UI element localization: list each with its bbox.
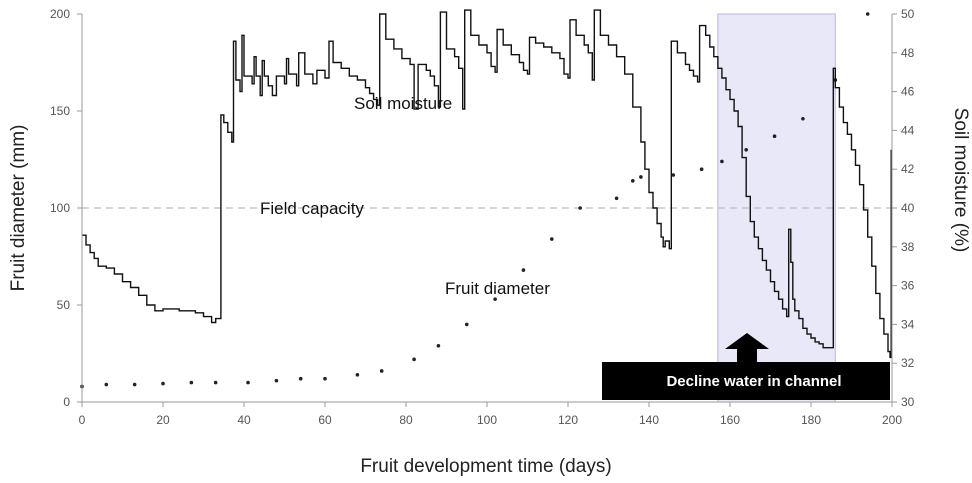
fruit-diameter-point	[161, 381, 165, 386]
x-tick-label: 0	[79, 413, 86, 427]
x-axis-title: Fruit development time (days)	[360, 456, 611, 477]
x-tick-label: 160	[720, 413, 740, 427]
y-right-tick-label: 40	[901, 201, 915, 215]
fruit-diameter-point	[550, 237, 554, 241]
y-right-tick-label: 32	[901, 356, 915, 370]
x-tick-label: 180	[801, 413, 821, 427]
y-right-tick-label: 34	[901, 317, 915, 331]
fruit-diameter-point	[355, 373, 360, 377]
x-tick-label: 80	[399, 413, 413, 427]
fruit-diameter-point	[412, 357, 416, 362]
fruit-diameter-label: Fruit diameter	[445, 279, 550, 298]
y-left-tick-label: 150	[50, 104, 70, 118]
fruit-diameter-point	[246, 380, 250, 385]
callout-box	[602, 362, 890, 400]
y-right-tick-label: 42	[901, 162, 915, 176]
y-right-tick-label: 30	[901, 395, 915, 409]
fruit-diameter-point	[132, 382, 137, 387]
y-left-tick-label: 0	[63, 395, 70, 409]
field-capacity-label: Field capacity	[260, 199, 364, 218]
fruit-diameter-point	[274, 378, 279, 383]
fruit-diameter-point	[744, 148, 748, 152]
callout-text: Decline water in channel	[666, 373, 841, 390]
x-tick-label: 40	[237, 413, 251, 427]
fruit-diameter-point	[720, 159, 724, 164]
fruit-diameter-point	[213, 380, 218, 385]
fruit-diameter-point	[464, 322, 469, 327]
fruit-diameter-point	[865, 12, 870, 16]
fruit-diameter-point	[493, 297, 497, 301]
callout-arrow	[725, 333, 769, 362]
y-right-tick-label: 44	[901, 123, 915, 137]
fruit-diameter-point	[521, 268, 526, 272]
fruit-diameter-point	[639, 175, 643, 179]
fruit-diameter-point	[801, 116, 805, 121]
y-left-tick-label: 50	[57, 298, 71, 312]
fruit-diameter-point	[772, 134, 777, 139]
x-tick-label: 120	[558, 413, 578, 427]
x-tick-label: 20	[156, 413, 170, 427]
y-right-tick-label: 36	[901, 279, 915, 293]
fruit-diameter-point	[323, 376, 327, 381]
soil-moisture-label: Soil moisture	[354, 94, 452, 113]
fruit-diameter-point	[614, 196, 619, 201]
x-tick-label: 200	[882, 413, 902, 427]
y-right-tick-label: 50	[901, 7, 915, 21]
y-right-tick-label: 46	[901, 85, 915, 99]
y-right-tick-label: 48	[901, 46, 915, 60]
x-tick-label: 100	[477, 413, 497, 427]
fruit-diameter-point	[298, 376, 303, 381]
x-tick-label: 140	[639, 413, 659, 427]
fruit-diameter-point	[436, 343, 441, 348]
y-right-tick-label: 38	[901, 240, 915, 254]
fruit-diameter-point	[189, 380, 194, 385]
y-left-axis-title: Fruit diameter (mm)	[8, 125, 29, 292]
y-left-tick-label: 200	[50, 7, 70, 21]
fruit-diameter-point	[578, 206, 582, 210]
fruit-diameter-point	[631, 179, 635, 183]
fruit-diameter-point	[104, 382, 109, 387]
soil-moisture-line	[82, 9, 892, 359]
x-tick-label: 60	[318, 413, 332, 427]
fruit-diameter-point	[699, 167, 704, 171]
fruit-diameter-point	[379, 369, 384, 373]
y-right-axis-title: Soil moisture (%)	[950, 108, 971, 253]
fruit-diameter-point	[671, 173, 676, 177]
y-left-tick-label: 100	[50, 201, 70, 215]
